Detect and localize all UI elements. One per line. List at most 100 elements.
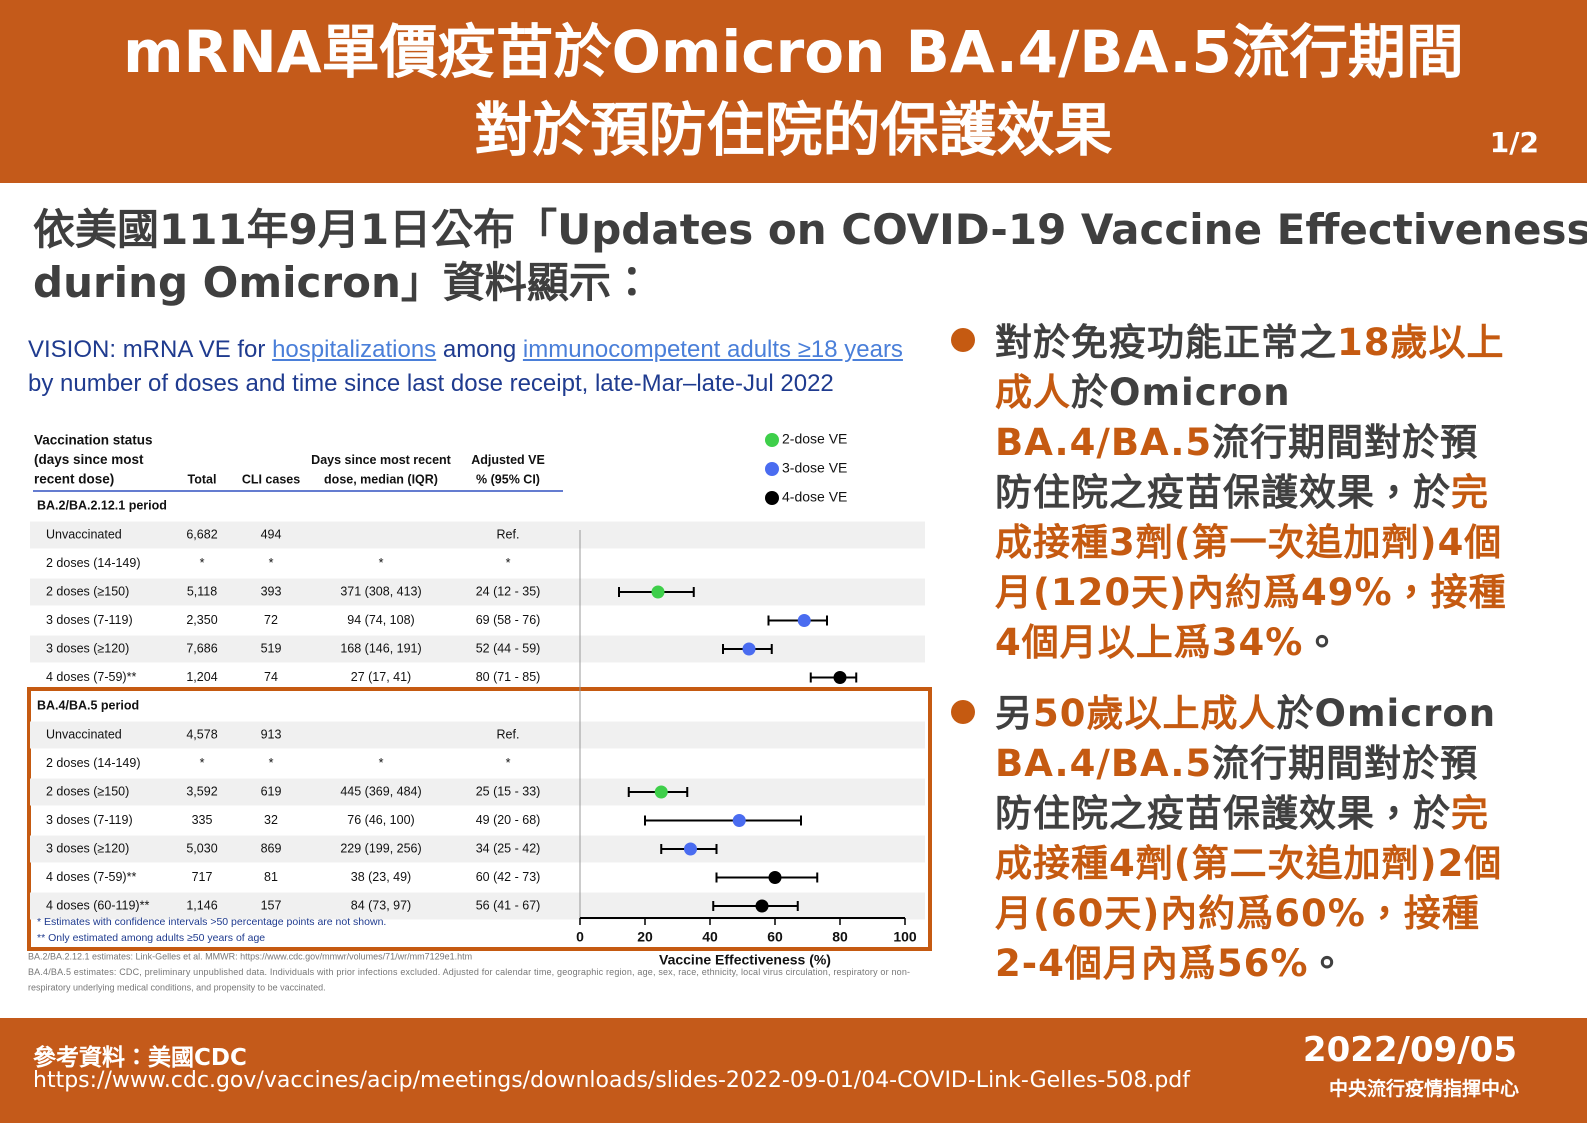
- table-cell: 76 (46, 100): [347, 813, 414, 827]
- title-link[interactable]: immunocompetent adults ≥18 years: [522, 336, 903, 363]
- table-cell: 371 (308, 413): [340, 584, 421, 598]
- forest-chart: Vaccination status (days since most recent…: [27, 431, 932, 992]
- source-note: BA.4/BA.5 estimates: CDC, preliminary un…: [28, 967, 910, 977]
- ve-point: [732, 814, 746, 827]
- page-number: 1/2: [1489, 126, 1539, 159]
- ve-point: [768, 871, 782, 884]
- row-stripe: [30, 778, 925, 806]
- column-header: % (95% CI): [476, 472, 540, 486]
- x-tick-label: 80: [832, 929, 848, 945]
- bullet-segment: 於Omicron: [1276, 692, 1497, 735]
- bullet-segment: 。: [1308, 942, 1347, 985]
- intro-line: during Omicron」資料顯示：: [33, 258, 653, 307]
- table-cell: 5,030: [186, 841, 217, 855]
- table-cell: 2,350: [186, 613, 217, 627]
- row-stripe: [30, 635, 925, 663]
- table-cell: 393: [261, 584, 282, 598]
- table-cell: 913: [261, 727, 282, 741]
- group-label: BA.2/BA.2.12.1 period: [37, 498, 167, 512]
- table-cell: 3,592: [186, 784, 217, 798]
- column-header: Total: [188, 472, 217, 486]
- legend-marker: [765, 491, 779, 505]
- table-cell: 335: [192, 813, 213, 827]
- table-cell: 157: [261, 898, 282, 912]
- highlight-box: [27, 687, 932, 951]
- bullet-segment: 另: [995, 692, 1033, 735]
- row-stripe: [30, 521, 925, 549]
- table-cell: Ref.: [497, 527, 520, 541]
- table-cell: 72: [264, 613, 278, 627]
- table-cell: 869: [261, 841, 282, 855]
- table-cell: 24 (12 - 35): [476, 584, 541, 598]
- organization: 中央流行疫情指揮中心: [1328, 1078, 1519, 1100]
- x-tick-label: 20: [637, 929, 653, 945]
- table-cell: *: [200, 556, 205, 570]
- row-stripe: [30, 721, 925, 749]
- title-line: 對於預防住院的保護效果: [474, 96, 1113, 164]
- table-cell: 5,118: [187, 584, 217, 598]
- bullet-segment: 於Omicron: [1071, 371, 1291, 414]
- table-cell: 2 doses (14-149): [46, 756, 141, 770]
- highlight-text: BA.4/BA.5: [995, 421, 1213, 464]
- column-header: Days since most recent: [311, 453, 451, 467]
- table-cell: *: [506, 556, 511, 570]
- table-cell: 3 doses (≥120): [46, 841, 129, 855]
- highlight-text: 完成接種3劑(第一次追加劑)4個月(120天)內約爲49%，接種4個月以上爲34…: [995, 471, 1507, 664]
- x-tick-label: 0: [576, 929, 584, 945]
- column-header: CLI cases: [242, 472, 300, 486]
- table-cell: 1,146: [186, 898, 217, 912]
- table-cell: 80 (71 - 85): [476, 670, 541, 684]
- source-note: respiratory underlying medical condition…: [28, 982, 326, 992]
- ve-point: [833, 671, 847, 684]
- table-cell: 2 doses (≥150): [46, 584, 129, 598]
- legend-marker: [765, 433, 779, 447]
- x-tick-label: 40: [702, 929, 718, 945]
- ve-point: [654, 785, 668, 799]
- table-cell: 69 (58 - 76): [476, 613, 541, 627]
- intro-line: 依美國111年9月1日公布「Updates on COVID-19 Vaccin…: [33, 205, 1587, 254]
- table-cell: 81: [264, 870, 278, 884]
- table-cell: 60 (42 - 73): [476, 870, 541, 884]
- table-cell: 168 (146, 191): [340, 641, 421, 655]
- column-header: Adjusted VE: [471, 453, 545, 467]
- table-cell: 3 doses (7-119): [46, 613, 133, 627]
- title-link[interactable]: hospitalizations: [272, 336, 437, 363]
- table-cell: 56 (41 - 67): [476, 898, 541, 912]
- table-cell: *: [200, 756, 205, 770]
- legend-marker: [765, 462, 779, 476]
- reference-url[interactable]: https://www.cdc.gov/vaccines/acip/meetin…: [33, 1068, 1191, 1093]
- title-text: among: [442, 336, 517, 363]
- table-cell: 494: [261, 527, 282, 541]
- bullet-text: 另50歲以上成人於Omicron BA.4/BA.5流行期間對於預防住院之疫苗保…: [995, 689, 1515, 989]
- bullet-segment: 流行期間對於預防住院之疫苗保護效果，於: [995, 742, 1479, 835]
- ve-point: [797, 614, 811, 627]
- table-cell: *: [379, 756, 384, 770]
- table-cell: 717: [192, 870, 213, 884]
- reference: 參考資料：美國CDC: [33, 1045, 247, 1071]
- chart-title: VISION: mRNA VE for hospitalizations amo…: [28, 336, 903, 364]
- bullet-segment: 對於免疫功能正常之: [995, 321, 1337, 364]
- table-cell: 7,686: [186, 641, 217, 655]
- title-line: mRNA單價疫苗於Omicron BA.4/BA.5流行期間: [123, 18, 1464, 86]
- column-header: (days since most: [34, 452, 144, 467]
- table-cell: 32: [264, 813, 278, 827]
- row-stripe: [30, 835, 925, 863]
- row-stripe: [30, 578, 925, 606]
- legend-label: 2-dose VE: [782, 431, 847, 447]
- x-tick-label: 60: [767, 929, 783, 945]
- bullet-dot: [951, 700, 975, 724]
- ve-point: [755, 899, 769, 913]
- table-cell: 38 (23, 49): [351, 870, 411, 884]
- x-tick-label: 100: [893, 929, 917, 945]
- ve-point: [651, 585, 665, 599]
- table-cell: 84 (73, 97): [351, 898, 411, 912]
- chart-subtitle: by number of doses and time since last d…: [28, 370, 834, 397]
- bullet-dot: [951, 328, 975, 352]
- column-header: dose, median (IQR): [324, 472, 438, 486]
- table-cell: 4,578: [186, 727, 217, 741]
- table-cell: 49 (20 - 68): [476, 813, 541, 827]
- table-cell: 229 (199, 256): [340, 841, 421, 855]
- table-cell: 6,682: [186, 527, 217, 541]
- table-cell: 2 doses (14-149): [46, 556, 141, 570]
